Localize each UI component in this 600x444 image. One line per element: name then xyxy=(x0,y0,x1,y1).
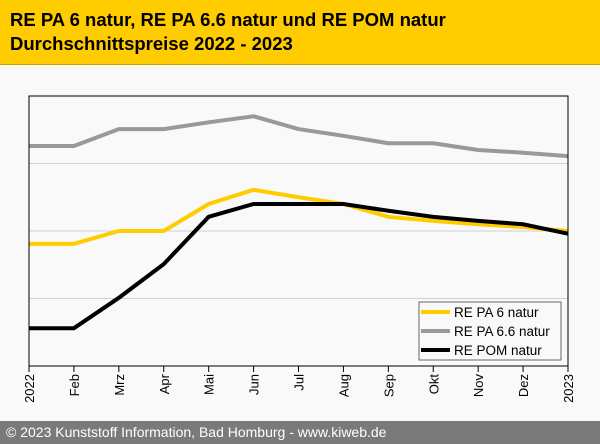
x-tick-label: Mrz xyxy=(112,374,127,396)
x-tick-label: Feb xyxy=(67,374,82,396)
legend-label: RE PA 6 natur xyxy=(454,305,539,320)
x-tick-label: Nov xyxy=(471,374,486,398)
series-line-2 xyxy=(29,202,569,331)
x-tick-label: Dez xyxy=(516,374,531,397)
series-line-0 xyxy=(29,187,569,246)
footer-bar: © 2023 Kunststoff Information, Bad Hombu… xyxy=(0,421,600,444)
line-chart: 2022 Feb Mrz Apr Mai Jun Jul Aug Sep Okt Nov Dez 202… xyxy=(22,95,576,403)
title-line-2: Durchschnittspreise 2022 - 2023 xyxy=(10,33,293,54)
header-bar: RE PA 6 natur, RE PA 6.6 natur und RE PO… xyxy=(0,0,600,65)
copyright-text: © 2023 Kunststoff Information, Bad Hombu… xyxy=(6,424,387,440)
x-tick-label: Aug xyxy=(336,374,351,397)
x-tick-label: Apr xyxy=(157,373,172,394)
legend-label: RE PA 6.6 natur xyxy=(454,324,550,339)
legend-label: RE POM natur xyxy=(454,343,542,358)
series-line-1 xyxy=(29,114,569,159)
title-line-1: RE PA 6 natur, RE PA 6.6 natur und RE PO… xyxy=(10,9,446,30)
x-tick-label: 2023 xyxy=(561,374,576,403)
x-tick-label: Okt xyxy=(426,374,441,395)
x-tick-label: Jul xyxy=(292,374,307,391)
x-tick-label: 2022 xyxy=(22,374,37,403)
x-tick-label: Mai xyxy=(202,374,217,395)
x-tick-label: Sep xyxy=(381,374,396,397)
x-tick-label: Jun xyxy=(247,374,262,395)
chart-title: RE PA 6 natur, RE PA 6.6 natur und RE PO… xyxy=(10,8,446,56)
